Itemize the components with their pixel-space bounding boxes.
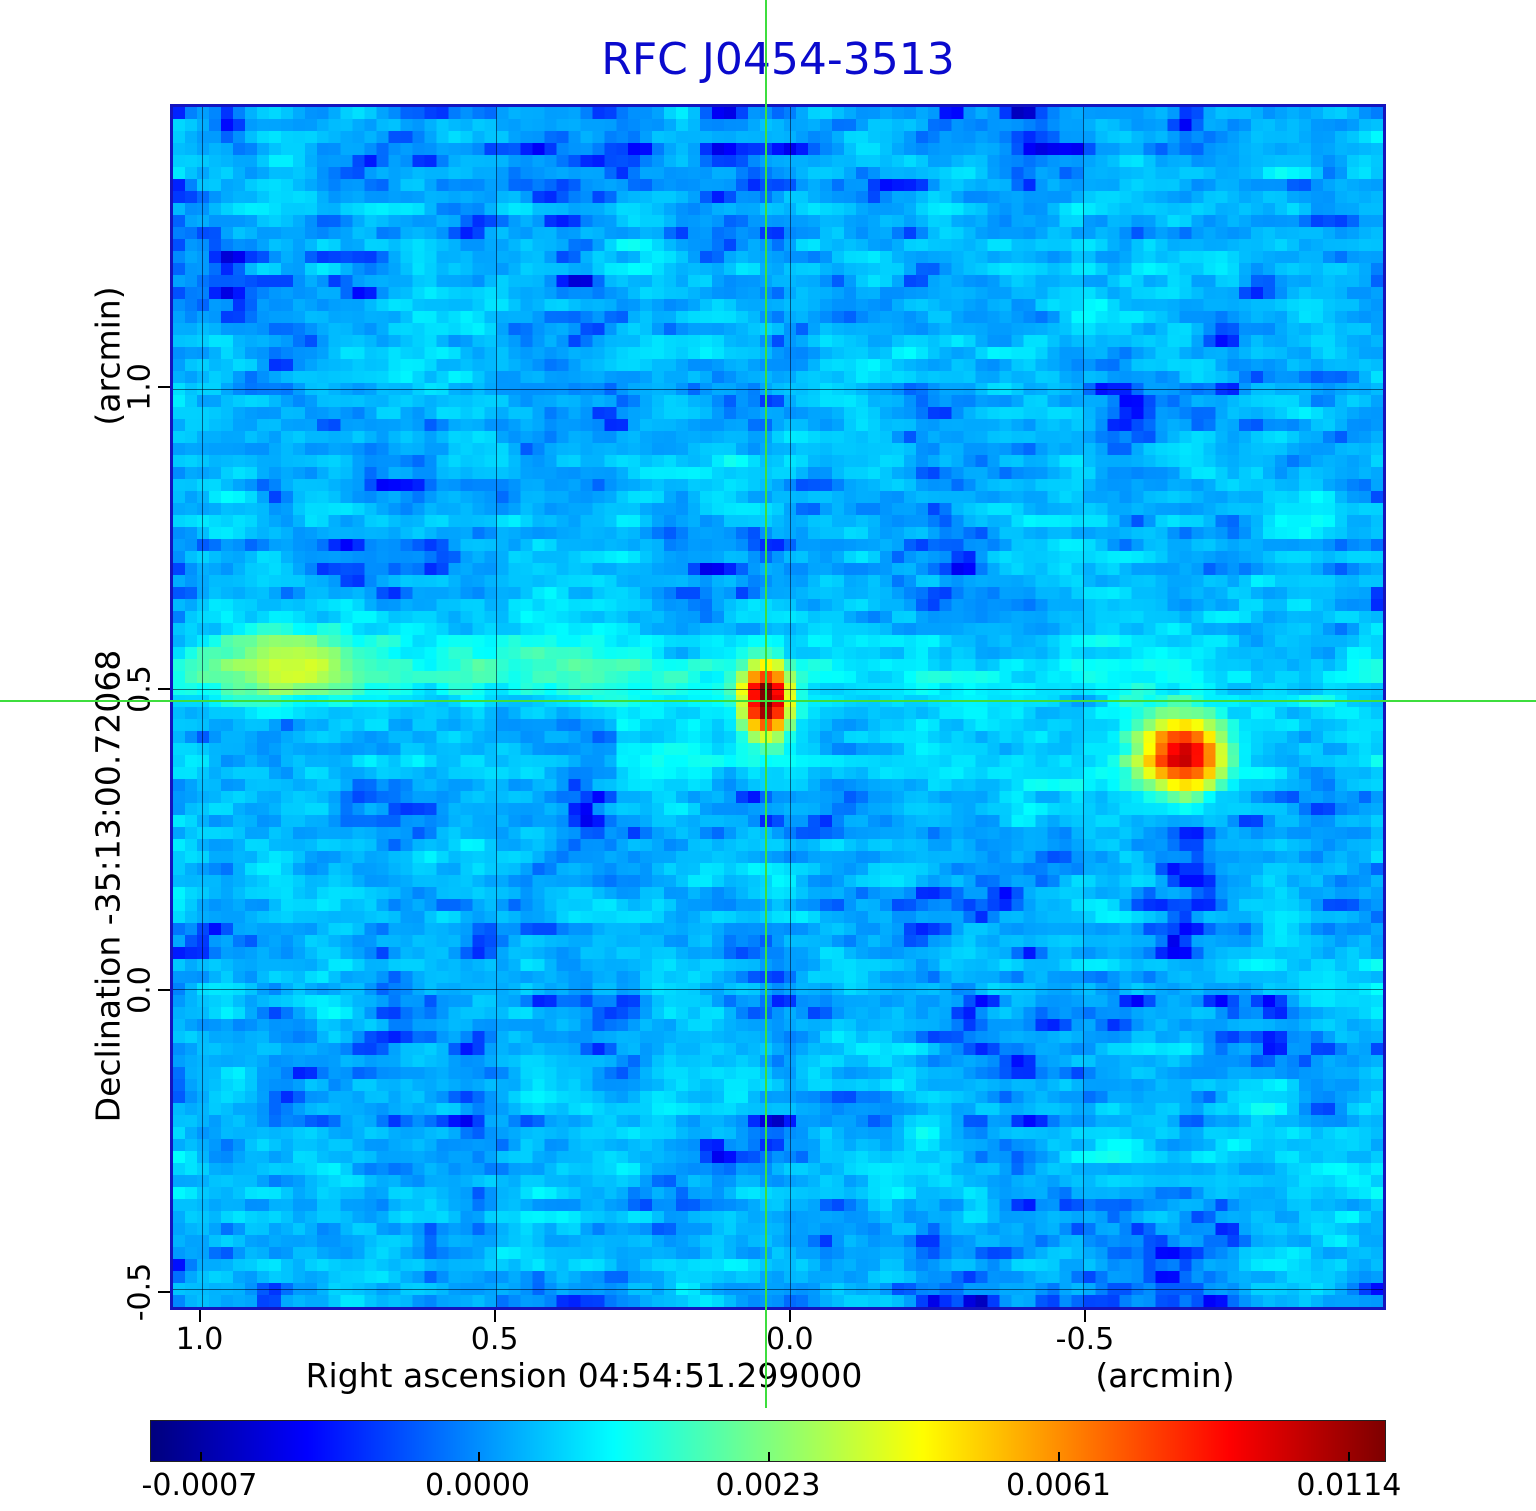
x-tick-mark — [1083, 1310, 1086, 1322]
colorbar-tick-label: 0.0000 — [425, 1468, 531, 1503]
y-tick-label: 0.0 — [122, 966, 158, 1015]
colorbar-tick-mark — [1057, 1452, 1060, 1461]
colorbar-tick-label: 0.0061 — [1005, 1468, 1111, 1503]
y-tick-mark — [158, 687, 170, 690]
x-gridline — [1083, 107, 1085, 1307]
x-tick-label: 0.5 — [470, 1322, 519, 1357]
colorbar-tick-mark — [478, 1452, 480, 1461]
colorbar-tick-mark — [768, 1452, 770, 1461]
y-tick-label: 1.0 — [122, 363, 158, 412]
x-tick-mark — [493, 1310, 496, 1322]
x-tick-mark — [198, 1310, 201, 1322]
colorbar-tick-label: 0.0023 — [715, 1468, 821, 1503]
x-tick-label: 1.0 — [175, 1322, 224, 1357]
colorbar — [150, 1420, 1386, 1462]
y-gridline — [173, 989, 1383, 990]
x-axis-label: Right ascension 04:54:51.299000 — [305, 1356, 863, 1395]
x-tick-label: -0.5 — [1055, 1322, 1115, 1357]
sky-map-plot — [170, 104, 1386, 1310]
heatmap-canvas — [173, 107, 1383, 1307]
y-tick-mark — [158, 1290, 170, 1293]
x-gridline — [202, 107, 204, 1307]
x-gridline — [789, 107, 791, 1307]
colorbar-tick-label: 0.0114 — [1296, 1468, 1402, 1503]
y-tick-label: -0.5 — [122, 1262, 158, 1322]
crosshair-vertical-line — [765, 0, 768, 1408]
y-tick-label: 0.5 — [122, 665, 158, 713]
colorbar-tick-mark — [200, 1452, 203, 1461]
x-tick-label: 0.0 — [765, 1322, 814, 1357]
colorbar-tick-mark — [1347, 1452, 1350, 1461]
y-gridline — [173, 1289, 1383, 1290]
y-tick-mark — [158, 386, 170, 389]
y-gridline — [173, 689, 1383, 690]
colorbar-tick-label: -0.0007 — [141, 1468, 258, 1503]
plot-title: RFC J0454-3513 — [601, 34, 955, 85]
x-axis-unit: (arcmin) — [1095, 1356, 1235, 1395]
y-axis-label: Declination -35:13:00.72068 — [88, 649, 128, 1123]
x-tick-mark — [788, 1310, 791, 1322]
y-gridline — [173, 389, 1383, 390]
y-tick-mark — [158, 989, 170, 992]
x-gridline — [496, 107, 498, 1307]
crosshair-horizontal-line — [0, 699, 1536, 702]
